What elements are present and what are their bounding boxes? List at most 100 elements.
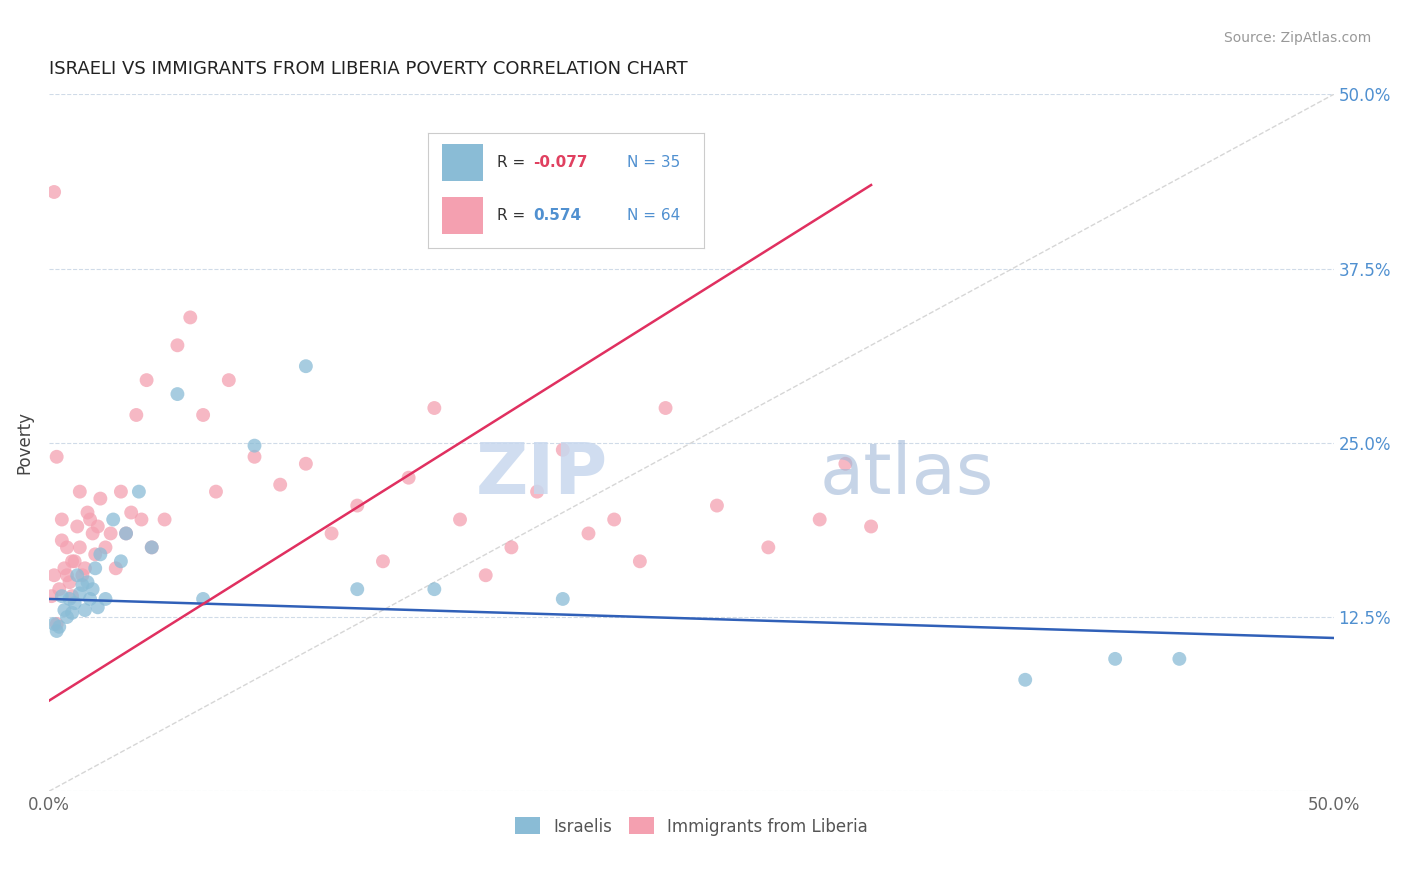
Point bbox=[76, 575, 98, 590]
Point bbox=[110, 484, 132, 499]
Point bbox=[834, 457, 856, 471]
Point bbox=[756, 541, 779, 555]
Point bbox=[84, 561, 107, 575]
Point bbox=[860, 519, 883, 533]
Point bbox=[191, 591, 214, 606]
Point bbox=[53, 561, 76, 575]
Point bbox=[346, 582, 368, 597]
Point bbox=[66, 568, 89, 582]
Point bbox=[69, 586, 91, 600]
Point bbox=[103, 512, 125, 526]
Point bbox=[398, 471, 420, 485]
Point bbox=[526, 484, 548, 499]
Point bbox=[72, 578, 94, 592]
Point bbox=[87, 519, 110, 533]
Point bbox=[243, 450, 266, 464]
Point bbox=[42, 568, 65, 582]
Point bbox=[60, 554, 83, 568]
Point bbox=[205, 484, 228, 499]
Point bbox=[42, 617, 65, 632]
Point bbox=[45, 450, 67, 464]
Point bbox=[63, 596, 86, 610]
Point bbox=[79, 591, 101, 606]
Point bbox=[42, 185, 65, 199]
Point bbox=[66, 519, 89, 533]
Point bbox=[578, 526, 600, 541]
Point bbox=[243, 439, 266, 453]
Point bbox=[371, 554, 394, 568]
Point bbox=[321, 526, 343, 541]
Point bbox=[295, 457, 318, 471]
Point bbox=[56, 568, 79, 582]
Point bbox=[45, 617, 67, 632]
Point bbox=[94, 541, 117, 555]
Point bbox=[808, 512, 831, 526]
Point bbox=[449, 512, 471, 526]
Point bbox=[58, 591, 80, 606]
Point bbox=[60, 606, 83, 620]
Point bbox=[423, 582, 446, 597]
Point bbox=[474, 568, 496, 582]
Point bbox=[69, 541, 91, 555]
Text: ZIP: ZIP bbox=[475, 440, 607, 508]
Legend: Israelis, Immigrants from Liberia: Israelis, Immigrants from Liberia bbox=[508, 811, 875, 842]
Point bbox=[551, 442, 574, 457]
Point bbox=[191, 408, 214, 422]
Point bbox=[166, 338, 188, 352]
Text: atlas: atlas bbox=[820, 440, 994, 508]
Point bbox=[48, 582, 70, 597]
Point bbox=[654, 401, 676, 415]
Point bbox=[166, 387, 188, 401]
Point bbox=[120, 506, 142, 520]
Point bbox=[45, 624, 67, 638]
Point bbox=[628, 554, 651, 568]
Point bbox=[269, 477, 291, 491]
Point bbox=[84, 547, 107, 561]
Point bbox=[82, 582, 104, 597]
Point bbox=[153, 512, 176, 526]
Point bbox=[128, 484, 150, 499]
Point bbox=[706, 499, 728, 513]
Point bbox=[48, 620, 70, 634]
Point bbox=[51, 533, 73, 548]
Point bbox=[82, 526, 104, 541]
Point bbox=[51, 589, 73, 603]
Point bbox=[115, 526, 138, 541]
Point bbox=[89, 547, 111, 561]
Point bbox=[218, 373, 240, 387]
Point bbox=[73, 603, 96, 617]
Point bbox=[79, 512, 101, 526]
Point bbox=[1168, 652, 1191, 666]
Point bbox=[56, 610, 79, 624]
Point bbox=[58, 575, 80, 590]
Point bbox=[501, 541, 523, 555]
Point bbox=[115, 526, 138, 541]
Point bbox=[41, 589, 63, 603]
Point bbox=[179, 310, 201, 325]
Point bbox=[423, 401, 446, 415]
Text: Source: ZipAtlas.com: Source: ZipAtlas.com bbox=[1223, 31, 1371, 45]
Point bbox=[110, 554, 132, 568]
Point bbox=[73, 561, 96, 575]
Point bbox=[135, 373, 157, 387]
Point bbox=[141, 541, 163, 555]
Point bbox=[69, 484, 91, 499]
Point bbox=[551, 591, 574, 606]
Point bbox=[603, 512, 626, 526]
Point bbox=[131, 512, 153, 526]
Point bbox=[60, 589, 83, 603]
Point bbox=[89, 491, 111, 506]
Point bbox=[76, 506, 98, 520]
Point bbox=[56, 541, 79, 555]
Text: ISRAELI VS IMMIGRANTS FROM LIBERIA POVERTY CORRELATION CHART: ISRAELI VS IMMIGRANTS FROM LIBERIA POVER… bbox=[49, 60, 688, 78]
Point bbox=[104, 561, 127, 575]
Point bbox=[125, 408, 148, 422]
Point bbox=[141, 541, 163, 555]
Point bbox=[295, 359, 318, 374]
Point bbox=[63, 554, 86, 568]
Point bbox=[94, 591, 117, 606]
Point bbox=[346, 499, 368, 513]
Point bbox=[87, 600, 110, 615]
Point bbox=[1104, 652, 1126, 666]
Y-axis label: Poverty: Poverty bbox=[15, 411, 32, 475]
